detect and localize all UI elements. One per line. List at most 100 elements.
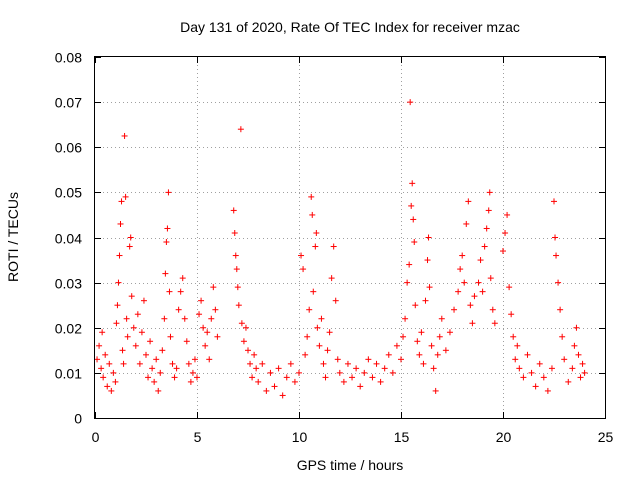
data-point (312, 243, 319, 250)
data-point (126, 243, 133, 250)
data-point (579, 360, 586, 367)
data-point (113, 320, 120, 327)
y-axis-label: ROTI / TECUs (5, 192, 21, 282)
data-point (102, 351, 109, 358)
data-point (110, 369, 117, 376)
data-point (436, 333, 443, 340)
data-point (128, 293, 135, 300)
data-point (149, 365, 156, 372)
data-point (512, 356, 519, 363)
data-point (214, 333, 221, 340)
data-points (94, 99, 588, 399)
data-point (406, 261, 413, 268)
data-point (259, 360, 266, 367)
data-point (162, 270, 169, 277)
data-point (393, 342, 400, 349)
data-point (263, 387, 270, 394)
data-point (112, 378, 119, 385)
data-point (402, 315, 409, 322)
data-point (461, 279, 468, 286)
data-point (306, 306, 313, 313)
data-point (407, 99, 414, 106)
data-point (118, 198, 125, 205)
data-point (459, 252, 466, 259)
data-point (432, 387, 439, 394)
data-point (571, 342, 578, 349)
data-point (251, 351, 258, 358)
data-point (115, 279, 122, 286)
y-tick-label: 0.08 (55, 50, 82, 66)
data-point (99, 329, 106, 336)
x-axis-label: GPS time / hours (297, 457, 404, 473)
data-point (237, 126, 244, 133)
data-point (373, 360, 380, 367)
data-point (424, 257, 431, 264)
data-point (548, 365, 555, 372)
x-tick-label: 15 (394, 429, 410, 445)
data-point (451, 306, 458, 313)
data-point (318, 315, 325, 322)
data-point (140, 297, 147, 304)
data-point (159, 347, 166, 354)
data-point (524, 351, 531, 358)
data-point (489, 306, 496, 313)
data-point (528, 369, 535, 376)
data-point (206, 356, 213, 363)
x-tick-label: 0 (92, 429, 100, 445)
data-point (96, 342, 103, 349)
data-point (169, 360, 176, 367)
axis-ticks: 0 5 10 15 20 25 0 0.01 0.02 0.03 0.04 0.05 0.06 0.07 0… (55, 50, 614, 446)
data-point (298, 252, 305, 259)
data-point (143, 351, 149, 358)
data-point (271, 383, 278, 390)
data-point (504, 211, 511, 218)
data-point (552, 234, 559, 241)
data-point (555, 279, 562, 286)
data-point (326, 329, 333, 336)
data-point (418, 329, 425, 336)
data-point (446, 329, 453, 336)
data-point (502, 229, 509, 236)
data-point (121, 132, 128, 139)
data-point (465, 198, 472, 205)
data-point (249, 374, 256, 381)
data-point (255, 378, 262, 385)
data-point (353, 365, 360, 372)
data-point (575, 351, 582, 358)
x-tick-label: 20 (496, 429, 512, 445)
data-point (231, 229, 238, 236)
data-point (336, 369, 343, 376)
data-point (565, 378, 572, 385)
y-tick-label: 0 (74, 411, 82, 427)
data-point (506, 284, 513, 291)
data-point (332, 297, 339, 304)
data-point (245, 347, 251, 354)
data-point (457, 266, 464, 273)
data-point (136, 360, 143, 367)
plot-frame (94, 56, 606, 419)
data-point (544, 387, 551, 394)
data-point (344, 360, 351, 367)
data-point (416, 351, 423, 358)
data-point (127, 234, 134, 241)
data-point (569, 365, 576, 372)
data-point (561, 356, 568, 363)
data-point (234, 284, 241, 291)
data-point (183, 338, 190, 345)
data-point (189, 369, 196, 376)
data-point (119, 347, 126, 354)
data-point (179, 275, 186, 282)
data-point (151, 378, 158, 385)
y-tick-label: 0.04 (55, 231, 82, 247)
data-point (510, 333, 517, 340)
data-point (94, 356, 101, 363)
data-point (194, 374, 200, 381)
data-point (291, 378, 298, 385)
data-point (120, 360, 127, 367)
data-point (430, 365, 437, 372)
data-point (104, 383, 111, 390)
data-point (165, 189, 172, 196)
data-point (369, 374, 376, 381)
data-point (481, 243, 488, 250)
